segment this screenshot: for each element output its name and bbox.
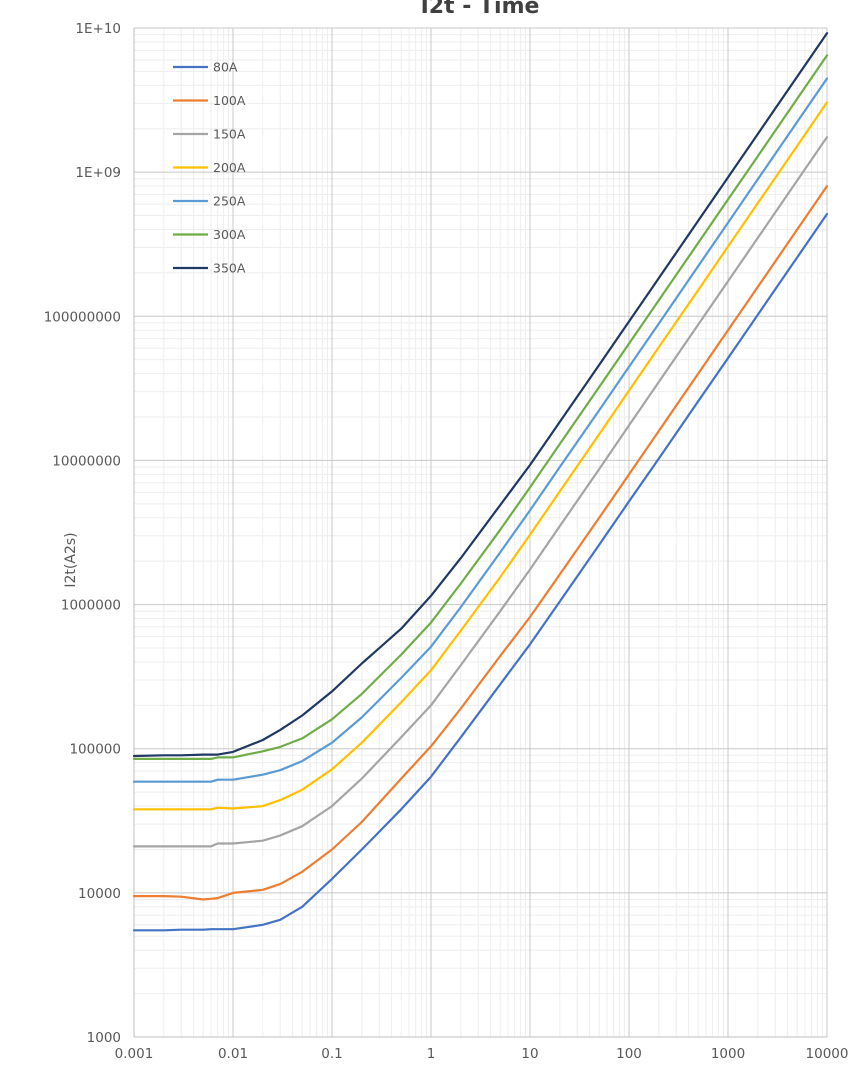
- chart-title: I2t - Time: [421, 0, 540, 19]
- legend-label: 200A: [213, 160, 246, 175]
- y-tick-label: 1E+09: [75, 165, 121, 181]
- y-tick-label: 1000000: [61, 598, 121, 614]
- x-tick-label: 100: [616, 1046, 642, 1062]
- y-tick-label: 100000000: [44, 309, 121, 325]
- x-tick-label: 1000: [711, 1046, 745, 1062]
- series-line-80A: [132, 212, 829, 932]
- legend-label: 350A: [213, 261, 246, 276]
- y-tick-label: 1E+10: [75, 21, 121, 37]
- legend: 80A 100A 150A 200A 250A 300A 350A: [173, 60, 246, 276]
- x-tick-label: 0.1: [321, 1046, 342, 1062]
- x-tick-labels: 0.001 0.01 0.1 1 10 100 1000 10000: [115, 1046, 849, 1062]
- x-tick-label: 0.001: [115, 1046, 154, 1062]
- legend-label: 100A: [213, 93, 246, 108]
- series-line-250A: [132, 77, 829, 783]
- series-line-100A: [132, 185, 829, 901]
- y-tick-labels: 1000 10000 100000 1000000 10000000 100000000 1…: [44, 21, 121, 1046]
- legend-label: 250A: [213, 194, 246, 209]
- x-tick-label: 1: [427, 1046, 436, 1062]
- y-axis-label: I2t(A2s): [63, 532, 79, 587]
- legend-label: 80A: [213, 60, 238, 75]
- series-line-300A: [132, 54, 829, 761]
- legend-label: 150A: [213, 127, 246, 142]
- x-tick-label: 10: [521, 1046, 538, 1062]
- series-line-200A: [132, 101, 829, 811]
- series-line-350A: [132, 32, 829, 758]
- x-tick-label: 0.01: [218, 1046, 248, 1062]
- x-tick-label: 10000: [806, 1046, 849, 1062]
- legend-label: 300A: [213, 227, 246, 242]
- y-tick-label: 10000: [78, 886, 121, 902]
- y-tick-label: 100000: [69, 742, 121, 758]
- series-line-150A: [132, 136, 829, 848]
- minor-gridlines: [134, 28, 827, 1037]
- y-tick-label: 10000000: [52, 453, 121, 469]
- y-tick-label: 1000: [87, 1030, 121, 1046]
- series-lines: [132, 32, 829, 932]
